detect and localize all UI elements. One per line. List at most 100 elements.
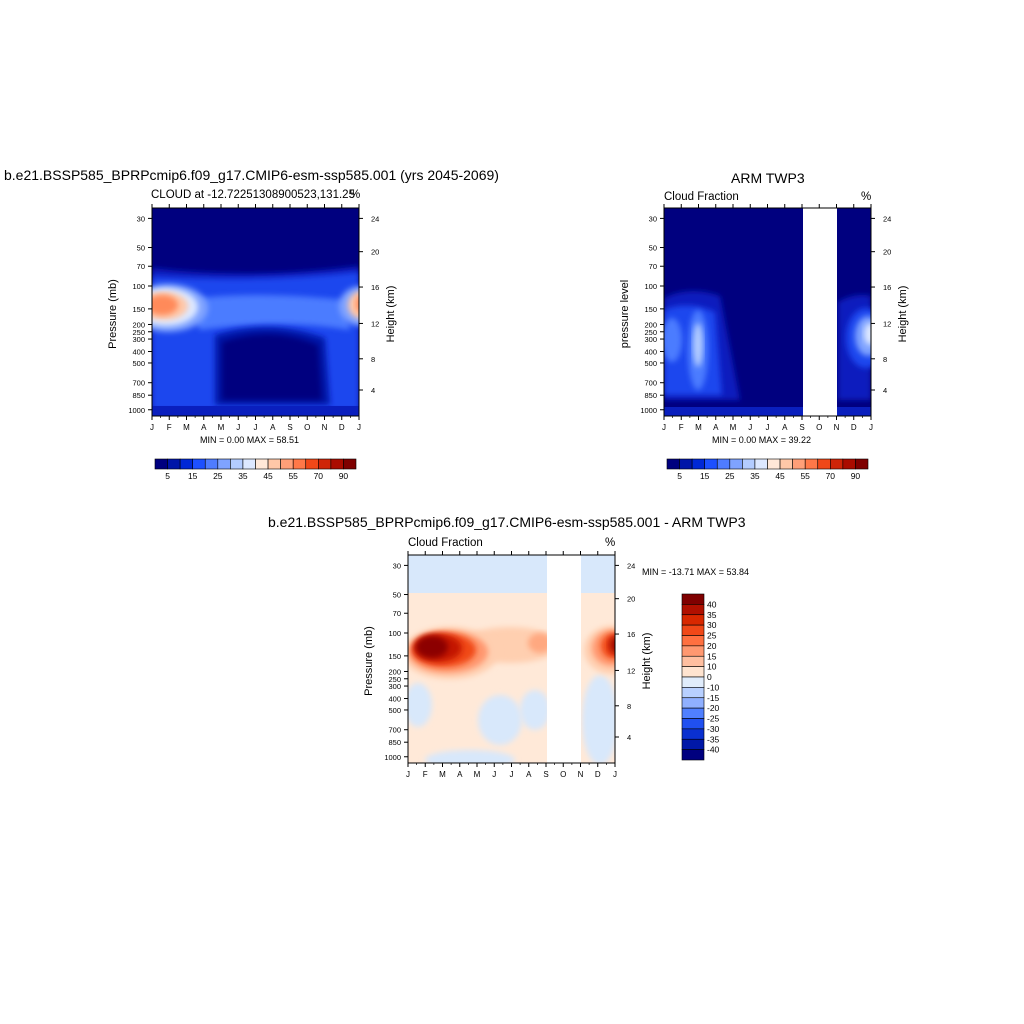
height-tick-label: 12	[883, 319, 891, 328]
pressure-tick-label: 30	[649, 214, 657, 223]
x-tick-label: M	[695, 423, 702, 432]
panel3-subtitle-right: %	[605, 537, 616, 549]
x-tick-label: A	[457, 770, 463, 779]
colorbar-label: 35	[750, 471, 760, 481]
colorbar-label: 25	[213, 471, 223, 481]
x-tick-label: O	[816, 423, 822, 432]
x-tick-label: A	[526, 770, 532, 779]
x-tick-label: S	[543, 770, 548, 779]
pressure-tick-label: 850	[132, 391, 145, 400]
height-tick-label: 24	[883, 214, 891, 223]
colorbar-swatch	[681, 676, 705, 688]
x-tick-label: J	[254, 423, 258, 432]
panel2-min-max: MIN = 0.00 MAX = 39.22	[712, 435, 812, 445]
x-tick-label: J	[510, 770, 514, 779]
x-tick-label: J	[748, 423, 752, 432]
pressure-tick-label: 850	[388, 738, 401, 747]
colorbar-label: 25	[725, 471, 735, 481]
pressure-tick-label: 50	[393, 591, 401, 600]
panel2-contours	[664, 208, 871, 416]
colorbar-swatch	[681, 707, 705, 719]
panel3-min-max: MIN = -13.71 MAX = 53.84	[642, 567, 750, 577]
height-tick-label: 16	[883, 283, 891, 292]
x-tick-label: M	[730, 423, 737, 432]
colorbar-label: 35	[238, 471, 248, 481]
colorbar-swatch	[681, 624, 705, 636]
pressure-tick-label: 300	[644, 335, 657, 344]
pressure-tick-label: 150	[644, 305, 657, 314]
colorbar-label: 15	[707, 651, 717, 661]
x-tick-label: M	[183, 423, 190, 432]
pressure-tick-label: 300	[388, 682, 401, 691]
colorbar-swatch	[681, 614, 705, 626]
colorbar-label: 90	[851, 471, 861, 481]
colorbar-label: -35	[707, 734, 720, 744]
height-tick-label: 8	[627, 702, 631, 711]
height-tick-label: 20	[371, 248, 379, 257]
x-tick-label: O	[560, 770, 566, 779]
x-tick-label: D	[851, 423, 857, 432]
pressure-tick-label: 70	[137, 262, 145, 271]
pressure-tick-label: 400	[132, 348, 145, 357]
colorbar-label: 70	[826, 471, 836, 481]
pressure-tick-label: 70	[649, 262, 657, 271]
x-tick-label: J	[150, 423, 154, 432]
x-tick-label: M	[218, 423, 225, 432]
panel2-colorbar: 5 15 25 35 45 55 70 90	[666, 458, 869, 481]
pressure-tick-label: 700	[388, 726, 401, 735]
colorbar-label: 45	[263, 471, 273, 481]
pressure-tick-label: 100	[132, 282, 145, 291]
colorbar-label: 5	[677, 471, 682, 481]
height-tick-label: 20	[627, 595, 635, 604]
height-tick-label: 12	[627, 666, 635, 675]
pressure-tick-label: 400	[388, 695, 401, 704]
x-tick-label: A	[713, 423, 719, 432]
height-tick-label: 24	[371, 214, 379, 223]
pressure-tick-label: 250	[644, 328, 657, 337]
pressure-tick-label: 400	[644, 348, 657, 357]
pressure-tick-label: 500	[132, 359, 145, 368]
x-tick-label: J	[613, 770, 617, 779]
pressure-tick-label: 200	[644, 320, 657, 329]
pressure-tick-label: 30	[393, 561, 401, 570]
colorbar-label: 30	[707, 620, 717, 630]
pressure-tick-label: 850	[644, 391, 657, 400]
panel3-title: b.e21.BSSP585_BPRPcmip6.f09_g17.CMIP6-es…	[268, 514, 746, 530]
colorbar-swatch	[855, 458, 869, 470]
colorbar-swatch	[681, 718, 705, 730]
colorbar-swatch	[681, 645, 705, 657]
height-tick-label: 20	[883, 248, 891, 257]
colorbar-swatch	[681, 666, 705, 678]
pressure-tick-label: 100	[388, 629, 401, 638]
pressure-tick-label: 1000	[128, 406, 145, 415]
colorbar-swatch	[681, 697, 705, 709]
panel3-subtitle-left: Cloud Fraction	[408, 537, 483, 549]
colorbar-label: 5	[165, 471, 170, 481]
panel2-subtitle-right: %	[861, 191, 872, 203]
x-tick-label: J	[236, 423, 240, 432]
x-tick-label: N	[322, 423, 328, 432]
pressure-tick-label: 200	[132, 320, 145, 329]
x-tick-label: N	[834, 423, 840, 432]
height-tick-label: 8	[883, 355, 887, 364]
colorbar-swatch	[681, 738, 705, 750]
panel1-min-max: MIN = 0.00 MAX = 58.51	[200, 435, 300, 445]
panel2-subtitle-left: Cloud Fraction	[664, 191, 739, 203]
x-tick-label: M	[474, 770, 481, 779]
x-tick-label: J	[869, 423, 873, 432]
colorbar-label: 15	[700, 471, 710, 481]
height-tick-label: 24	[627, 561, 635, 570]
colorbar-label: -30	[707, 724, 720, 734]
colorbar-label: 35	[707, 610, 717, 620]
pressure-tick-label: 70	[393, 609, 401, 618]
panel3-missing-october	[547, 555, 581, 763]
colorbar-label: 45	[775, 471, 785, 481]
height-tick-label: 4	[371, 386, 375, 395]
pressure-tick-label: 250	[132, 328, 145, 337]
colorbar-label: 90	[339, 471, 349, 481]
pressure-tick-label: 100	[644, 282, 657, 291]
